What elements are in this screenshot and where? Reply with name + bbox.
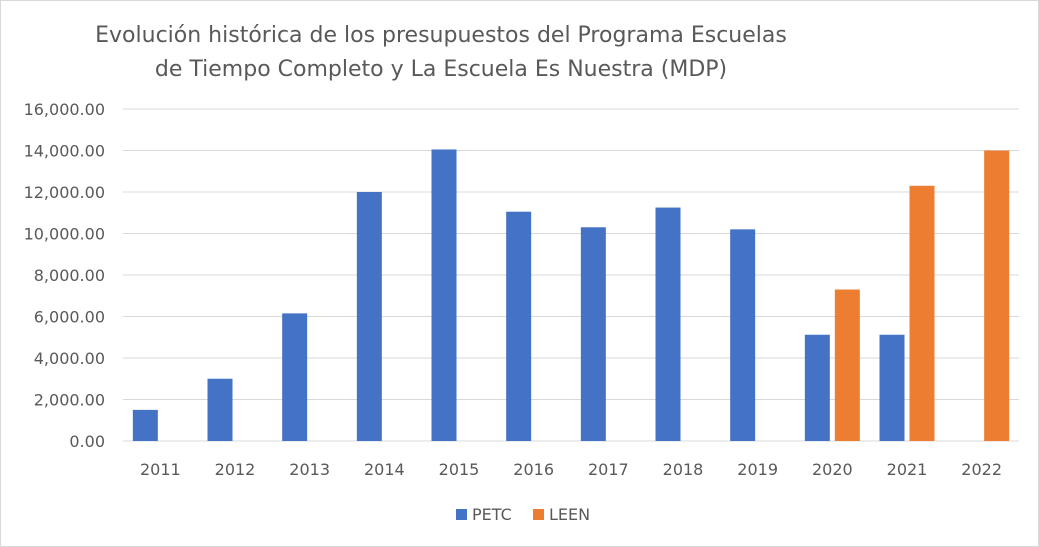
x-axis-ticks: 2011 2012 2013 2014 2015 2016 2017 2018 2019 2020… bbox=[140, 460, 1002, 479]
bar-leen-2020 bbox=[834, 289, 860, 441]
y-tick-label: 0.00 bbox=[69, 432, 105, 451]
legend-label-petc: PETC bbox=[472, 505, 512, 524]
bar-petc-2012 bbox=[207, 378, 233, 441]
y-tick-label: 8,000.00 bbox=[34, 266, 105, 285]
y-axis-ticks: 0.00 2,000.00 4,000.00 6,000.00 8,000.00 10,0… bbox=[24, 100, 105, 451]
y-tick-label: 2,000.00 bbox=[34, 391, 105, 410]
x-tick-label: 2015 bbox=[439, 460, 480, 479]
x-tick-label: 2022 bbox=[961, 460, 1002, 479]
bar-petc-2013 bbox=[282, 313, 308, 441]
y-tick-label: 14,000.00 bbox=[24, 142, 105, 161]
x-tick-label: 2014 bbox=[364, 460, 405, 479]
bar-petc-2021 bbox=[879, 334, 905, 441]
bar-petc-2019 bbox=[730, 229, 756, 441]
x-tick-label: 2021 bbox=[887, 460, 928, 479]
x-tick-label: 2013 bbox=[289, 460, 330, 479]
bar-leen-2021 bbox=[909, 185, 935, 441]
y-tick-label: 12,000.00 bbox=[24, 183, 105, 202]
x-tick-label: 2017 bbox=[588, 460, 629, 479]
legend: PETC LEEN bbox=[456, 505, 590, 524]
x-tick-label: 2012 bbox=[215, 460, 256, 479]
bar-petc-2014 bbox=[356, 192, 382, 441]
chart-title: Evolución histórica de los presupuestos … bbox=[95, 23, 787, 82]
bar-petc-2015 bbox=[431, 149, 457, 441]
y-tick-label: 16,000.00 bbox=[24, 100, 105, 119]
bar-leen-2022 bbox=[984, 150, 1010, 441]
x-tick-label: 2019 bbox=[737, 460, 778, 479]
y-tick-label: 10,000.00 bbox=[24, 225, 105, 244]
x-tick-label: 2011 bbox=[140, 460, 181, 479]
x-tick-label: 2020 bbox=[812, 460, 853, 479]
bar-petc-2018 bbox=[655, 207, 681, 441]
bar-petc-2016 bbox=[506, 211, 532, 441]
x-tick-label: 2016 bbox=[513, 460, 554, 479]
y-tick-label: 4,000.00 bbox=[34, 349, 105, 368]
bar-petc-2017 bbox=[580, 227, 606, 441]
x-tick-label: 2018 bbox=[663, 460, 704, 479]
bar-petc-2020 bbox=[804, 334, 830, 441]
bars bbox=[132, 149, 1010, 441]
legend-swatch-petc bbox=[456, 509, 467, 520]
gridlines bbox=[123, 108, 1019, 442]
legend-label-leen: LEEN bbox=[549, 505, 590, 524]
bar-petc-2011 bbox=[132, 409, 158, 441]
y-tick-label: 6,000.00 bbox=[34, 308, 105, 327]
legend-swatch-leen bbox=[533, 509, 544, 520]
